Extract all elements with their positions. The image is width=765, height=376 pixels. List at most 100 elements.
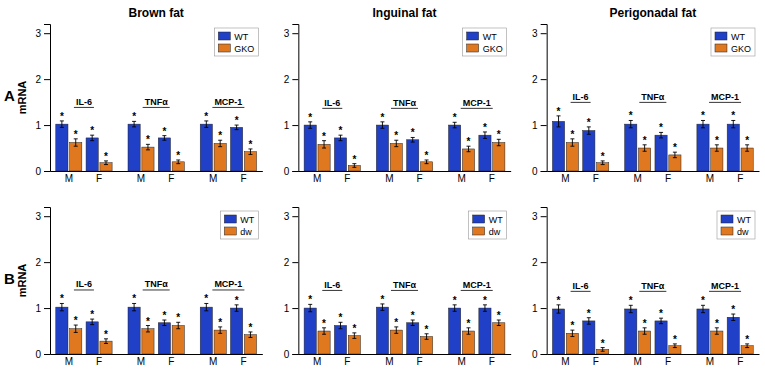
error-bar-stem — [702, 305, 703, 312]
annotation: * — [162, 310, 166, 321]
error-bar-cap — [497, 145, 501, 146]
x-axis-line — [51, 171, 263, 172]
error-bar-stem — [558, 116, 559, 127]
bar — [655, 321, 667, 354]
panel: ************IL-6TNFαMCP-10123MFMFMFWTdw — [284, 208, 511, 368]
series — [304, 122, 491, 171]
annotation: * — [673, 142, 677, 153]
y-tick: 2 — [284, 74, 299, 85]
x-tick-label: F — [417, 173, 423, 184]
error-bar-cap — [715, 334, 719, 335]
marks — [304, 304, 505, 354]
error-bar-stem — [630, 305, 631, 312]
legend-frame — [220, 211, 258, 239]
legend-item: dw — [721, 227, 749, 237]
x-tick-label: F — [96, 173, 102, 184]
group-underline — [709, 102, 741, 103]
error-bar-cap — [380, 128, 384, 129]
series — [56, 121, 243, 171]
error-bar-cap — [248, 337, 252, 338]
error-bar-cap — [659, 323, 663, 324]
row-label: A — [4, 87, 15, 104]
annotation: * — [629, 110, 633, 121]
y-tick-label: 1 — [532, 120, 538, 131]
error-bar-cap — [322, 334, 326, 335]
x-tick-label: M — [706, 356, 714, 367]
series — [566, 328, 753, 354]
marks — [552, 305, 753, 354]
group-label: MCP-1 — [463, 280, 491, 290]
bar — [655, 135, 667, 171]
x-axis-group: MF — [137, 356, 175, 367]
y-tick: 1 — [532, 120, 547, 131]
x-tick-label: F — [168, 173, 174, 184]
error-bar-stem — [310, 304, 311, 311]
error-bar — [74, 139, 78, 146]
error-bar-cap — [104, 164, 108, 165]
x-axis — [299, 354, 511, 355]
y-tick-mark — [292, 216, 298, 217]
error-bar-cap — [425, 339, 429, 340]
series — [552, 305, 739, 354]
bar — [70, 329, 82, 354]
error-bar-stem — [206, 303, 207, 310]
group-label: TNFα — [641, 281, 664, 291]
annotation: * — [557, 295, 561, 306]
x-tick-label: M — [385, 356, 393, 367]
annotations: ************ — [557, 295, 750, 349]
y-tick: 3 — [284, 211, 299, 222]
legend-swatch — [473, 215, 485, 223]
group-underline — [391, 108, 418, 109]
x-axis — [299, 171, 511, 172]
annotation: * — [90, 309, 94, 320]
bar — [214, 143, 226, 171]
bar — [583, 321, 595, 354]
error-bar — [74, 325, 78, 332]
legend: WTGKO — [463, 28, 507, 56]
legend-swatch — [721, 227, 733, 235]
y-tick-label: 2 — [284, 74, 290, 85]
bar — [86, 322, 98, 354]
error-bar-cap — [352, 338, 356, 339]
x-tick-label: M — [706, 173, 714, 184]
group-underline — [74, 289, 94, 290]
annotation: * — [132, 293, 136, 304]
bar — [711, 331, 723, 354]
group-underline — [74, 107, 94, 108]
x-tick: M — [385, 173, 393, 184]
group-label: IL-6 — [573, 92, 589, 102]
error-bar-cap — [60, 310, 64, 311]
y-tick: 2 — [284, 257, 299, 268]
legend-swatch — [224, 227, 236, 235]
annotation: * — [176, 150, 180, 161]
error-bar-cap — [132, 310, 136, 311]
bar — [727, 124, 739, 171]
legend-swatch — [224, 215, 236, 223]
x-axis-group: MF — [209, 173, 247, 184]
x-tick: F — [240, 356, 246, 367]
x-axis — [51, 171, 263, 172]
y-axis-title: mRNA — [16, 81, 28, 115]
annotation: * — [394, 317, 398, 328]
x-tick-label: F — [168, 356, 174, 367]
error-bar — [557, 116, 561, 127]
error-bar-cap — [218, 333, 222, 334]
legend: WTGKO — [214, 28, 258, 56]
group-label: TNFα — [641, 92, 664, 102]
annotation: * — [701, 295, 705, 306]
y-tick-mark — [44, 262, 50, 263]
bar — [244, 152, 256, 171]
annotation: * — [146, 316, 150, 327]
legend-label: dw — [489, 227, 501, 237]
x-axis-group: MF — [706, 173, 744, 184]
bar — [56, 307, 68, 354]
marks — [304, 122, 505, 171]
error-bar — [132, 303, 136, 310]
annotation: * — [380, 294, 384, 305]
annotation: * — [249, 322, 253, 333]
annotation: * — [411, 310, 415, 321]
bar — [493, 323, 505, 354]
x-axis-group: MF — [634, 356, 672, 367]
error-bar-cap — [467, 151, 471, 152]
annotation: * — [204, 111, 208, 122]
